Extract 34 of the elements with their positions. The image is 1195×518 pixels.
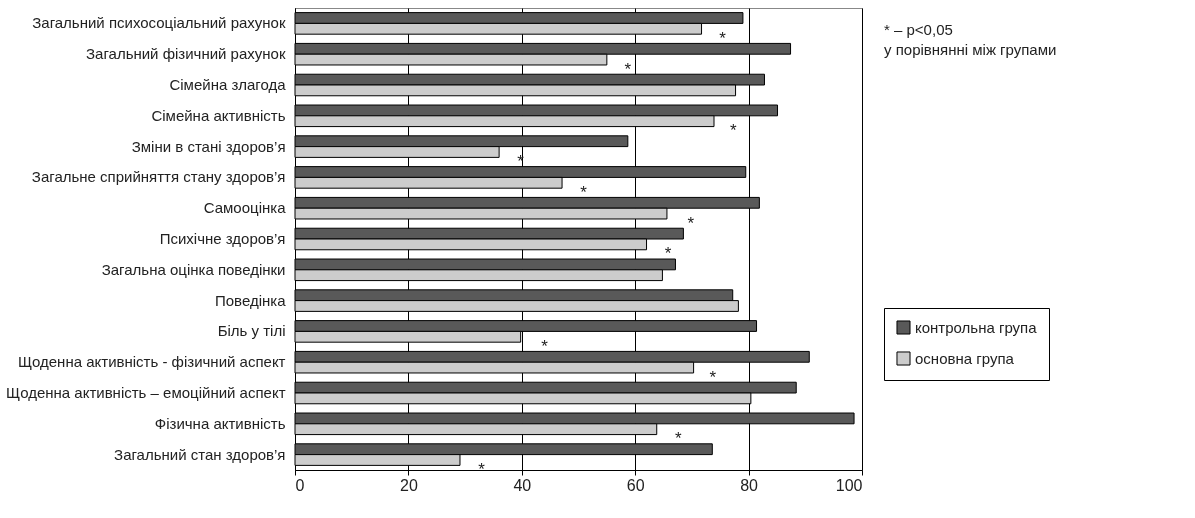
- y-tick-label: Біль у тілі: [217, 322, 286, 340]
- annotation: *: [478, 459, 486, 479]
- annotation: *: [664, 244, 672, 264]
- annotation: *: [729, 121, 737, 141]
- y-tick-label: Поведінка: [214, 291, 287, 309]
- y-tick-label: Загальний психосоціальний рахунок: [32, 14, 286, 32]
- y-tick-label: Самооцінка: [203, 199, 287, 217]
- y-tick-label: Загальна оцінка поведінки: [101, 260, 286, 278]
- annotation: *: [624, 59, 632, 79]
- y-tick-label: Щоденна активність - фізичний аспект: [17, 353, 286, 371]
- y-tick-label: Зміни в стані здоров’я: [131, 137, 286, 155]
- x-tick-label: 80: [740, 476, 759, 494]
- x-tick-label: 60: [626, 476, 645, 494]
- y-tick-label: Щоденна активність – емоційний аспект: [6, 384, 286, 401]
- annotation: *: [541, 336, 549, 356]
- annotation: *: [580, 182, 588, 202]
- y-tick-label: Сімейна злагода: [169, 76, 287, 93]
- annotation: *: [687, 213, 695, 233]
- x-tick-label: 40: [513, 476, 532, 494]
- y-tick-label: Загальний стан здоров’я: [114, 445, 286, 463]
- x-tick-label: 20: [400, 476, 418, 494]
- text: * – p<0,05 у порівнянні між групами: [884, 21, 1057, 58]
- annotation: *: [674, 429, 682, 449]
- y-tick-label: Психічне здоров’я: [159, 230, 286, 247]
- y-tick-label: Фізична активність: [154, 414, 286, 432]
- y-tick-label: Загальний фізичний рахунок: [86, 45, 286, 63]
- x-tick-label: 0: [295, 476, 305, 494]
- annotation: *: [709, 367, 717, 387]
- y-tick-label: Загальне сприйняття стану здоров’я: [31, 168, 286, 186]
- legend-label: контрольна група: [915, 318, 1038, 336]
- x-tick-label: 100: [835, 476, 863, 494]
- y-tick-label: Сімейна активність: [151, 106, 286, 124]
- annotation: *: [719, 28, 727, 48]
- legend-label: основна група: [915, 349, 1015, 367]
